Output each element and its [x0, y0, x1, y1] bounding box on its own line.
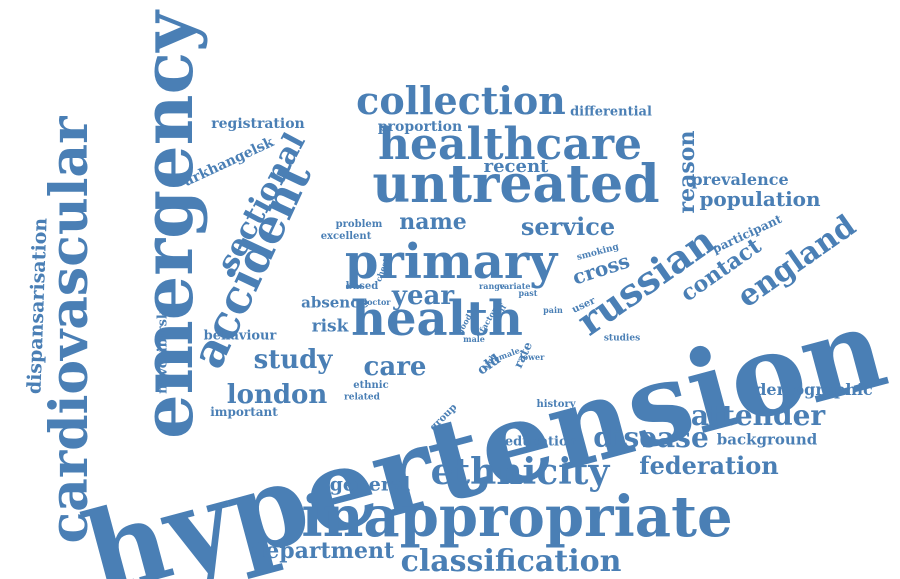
word-important: important: [210, 405, 278, 419]
word-ethnicity: ethnicity: [430, 451, 610, 493]
word-background: background: [716, 430, 818, 449]
word-risk: risk: [311, 316, 349, 337]
word-recent: recent: [483, 156, 549, 177]
word-range: range: [479, 281, 505, 291]
word-doctor: doctor: [361, 297, 391, 307]
word-absence: absence: [301, 293, 369, 312]
word-collection: collection: [356, 78, 566, 123]
word-department: department: [249, 538, 395, 564]
word-ethnic: ethnic: [353, 380, 389, 391]
word-attender: attender: [690, 399, 826, 432]
word-novosibirsk: novosibirsk: [155, 310, 171, 394]
word-service: service: [520, 212, 616, 241]
word-proportion: proportion: [377, 119, 463, 135]
word-cardiovascular: cardiovascular: [39, 116, 100, 544]
word-untreated: untreated: [372, 154, 660, 215]
word-education: education: [504, 434, 578, 450]
word-study: study: [253, 345, 333, 375]
word-differential: differential: [570, 104, 652, 120]
word-registration: registration: [211, 116, 305, 132]
word-related: related: [344, 392, 380, 403]
word-primary: primary: [344, 234, 558, 290]
word-demographic: demographic: [755, 380, 873, 399]
word-excellent: excellent: [320, 231, 372, 242]
word-disease: disease: [593, 421, 709, 454]
word-healthcare: healthcare: [378, 119, 642, 170]
word-general: general: [329, 473, 411, 496]
word-year: year: [391, 281, 455, 311]
word-inappropriate: inappropriate: [301, 484, 733, 550]
word-care: care: [363, 352, 427, 382]
word-federation: federation: [639, 451, 779, 480]
word-variate: variate: [499, 281, 531, 291]
word-lower: lower: [519, 352, 545, 362]
word-name: name: [399, 209, 467, 235]
word-health: health: [351, 291, 523, 347]
word-problem: problem: [335, 219, 383, 230]
word-history: history: [536, 399, 576, 410]
word-behaviour: behaviour: [203, 328, 277, 344]
word-studies: studies: [603, 333, 641, 344]
word-based: based: [345, 281, 379, 292]
word-population: population: [699, 187, 821, 211]
word-prevalence: prevalence: [691, 170, 789, 189]
word-male: male: [463, 334, 485, 344]
word-classification: classification: [400, 544, 622, 579]
word-past: past: [518, 288, 538, 298]
word-london: london: [226, 380, 328, 410]
word-pain: pain: [543, 305, 563, 315]
